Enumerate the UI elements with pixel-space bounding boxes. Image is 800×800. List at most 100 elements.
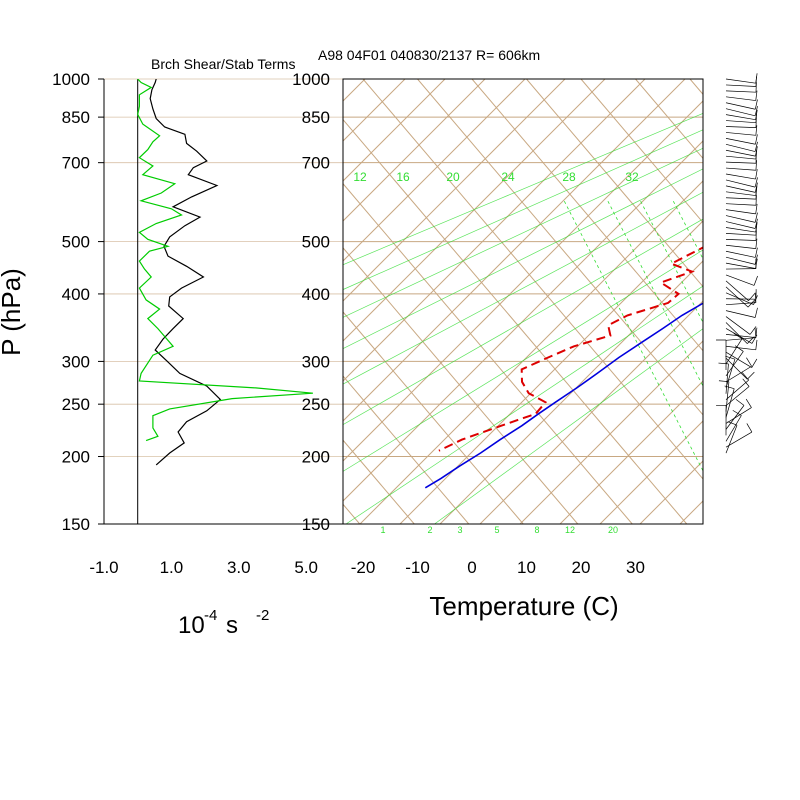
isotherm-line bbox=[417, 79, 703, 416]
wind-barb-staff bbox=[725, 179, 756, 188]
wind-barb-staff bbox=[725, 407, 752, 424]
temperature-axis-label: Temperature (C) bbox=[429, 591, 618, 621]
wind-barb-staff bbox=[725, 143, 756, 152]
wind-barb-flag bbox=[746, 423, 753, 433]
isotherm-line bbox=[0, 79, 251, 524]
wind-barb-staff bbox=[725, 244, 756, 249]
wind-barb-staff bbox=[725, 365, 752, 383]
wind-barb-flag bbox=[755, 90, 758, 101]
wind-barb-staff bbox=[725, 338, 743, 365]
left-y-tick-label: 400 bbox=[62, 285, 90, 304]
wind-barb-flag bbox=[755, 134, 758, 145]
wind-barb-flag bbox=[734, 345, 744, 352]
wind-barb-staff bbox=[725, 337, 756, 341]
moist-adiabat-line bbox=[434, 328, 703, 524]
wind-barbs bbox=[716, 73, 758, 454]
dry-adiabat-line bbox=[343, 79, 486, 222]
wind-barb-flag bbox=[755, 160, 757, 171]
wind-barb-staff bbox=[725, 191, 756, 196]
skewt-y-tick-label: 250 bbox=[302, 395, 330, 414]
dry-adiabat-line bbox=[343, 79, 566, 302]
wind-barb-staff bbox=[725, 102, 756, 110]
wind-barb-staff bbox=[725, 345, 756, 351]
wind-barb-staff bbox=[725, 227, 756, 233]
moist-adiabat-line bbox=[343, 113, 703, 266]
units-second: s bbox=[226, 612, 238, 639]
wind-barb-flag bbox=[755, 238, 758, 249]
left-y-tick-label: 300 bbox=[62, 352, 90, 371]
wind-barb-flag bbox=[741, 372, 749, 381]
wind-barb-staff bbox=[725, 334, 756, 338]
skewt-frame bbox=[342, 78, 704, 525]
wind-barb-staff bbox=[725, 96, 756, 101]
mixing-ratio-label: 28 bbox=[562, 170, 576, 184]
wind-barb-staff bbox=[725, 316, 751, 335]
wind-barb-staff bbox=[725, 167, 756, 171]
left-x-tick-label: 3.0 bbox=[227, 558, 251, 577]
mixing-ratio-label: 32 bbox=[625, 170, 639, 184]
wind-barb-staff bbox=[725, 126, 756, 128]
wind-barb-staff bbox=[725, 431, 753, 448]
wind-barb-flag bbox=[755, 169, 758, 180]
skewt-panel: 12 16 20 24 28 321 2 3 5 8 12 201502002503004005007… bbox=[0, 70, 704, 577]
temperature-tick-label: -20 bbox=[351, 558, 376, 577]
moist-adiabat-line bbox=[343, 191, 703, 385]
mixing-ratio-label: 16 bbox=[396, 170, 410, 184]
moist-adiabat-line bbox=[343, 129, 703, 290]
wind-barb-staff bbox=[725, 357, 748, 380]
mixing-ratio-bottom-label: 8 bbox=[534, 525, 539, 535]
dry-adiabat-line bbox=[343, 79, 686, 422]
skewt-y-tick-label: 300 bbox=[302, 352, 330, 371]
isotherm-line bbox=[526, 79, 703, 288]
wind-barb-staff bbox=[725, 120, 756, 124]
wind-barb-flag bbox=[733, 333, 743, 340]
wind-barb-flag bbox=[755, 203, 758, 214]
skewt-y-tick-label: 400 bbox=[302, 285, 330, 304]
dry-adiabat-line bbox=[479, 300, 703, 524]
isotherm-line bbox=[580, 79, 703, 224]
wind-barb-flag bbox=[755, 247, 758, 258]
wind-barb-flag bbox=[754, 307, 758, 318]
wind-barb-flag bbox=[745, 398, 752, 408]
left-y-tick-label: 1000 bbox=[52, 70, 90, 89]
temperature-tick-label: 30 bbox=[626, 558, 645, 577]
wind-barb-staff bbox=[725, 203, 756, 206]
dry-adiabat-line bbox=[343, 79, 646, 382]
wind-barb-staff bbox=[725, 185, 756, 193]
isotherm-line bbox=[689, 79, 703, 96]
isotherm-line bbox=[362, 79, 703, 480]
skewt-y-tick-label: 150 bbox=[302, 515, 330, 534]
isotherm-line bbox=[343, 182, 633, 524]
stability-term-line bbox=[137, 79, 313, 442]
wind-barb-staff bbox=[725, 197, 756, 200]
mixing-ratio-label: 24 bbox=[501, 170, 515, 184]
wind-barb-staff bbox=[725, 379, 749, 400]
left-y-tick-label: 850 bbox=[62, 108, 90, 127]
wind-barb-staff bbox=[725, 114, 756, 121]
isotherm-line bbox=[0, 79, 305, 524]
wind-barb-flag bbox=[735, 399, 745, 406]
wind-barb-flag bbox=[754, 106, 758, 116]
left-x-tick-label: -1.0 bbox=[89, 558, 118, 577]
skewt-y-tick-label: 500 bbox=[302, 233, 330, 252]
wind-barb-staff bbox=[725, 84, 756, 87]
mixing-ratio-bottom-label: 3 bbox=[457, 525, 462, 535]
left-x-tick-label: 1.0 bbox=[160, 558, 184, 577]
temperature-tick-label: 20 bbox=[572, 558, 591, 577]
left-y-tick-label: 200 bbox=[62, 448, 90, 467]
dry-adiabat-line bbox=[559, 380, 703, 524]
wind-barb-staff bbox=[725, 161, 756, 164]
wind-barb-staff bbox=[725, 173, 756, 180]
dry-adiabat-line bbox=[343, 79, 606, 342]
wind-barb-flag bbox=[724, 385, 735, 389]
mixing-ratio-label: 20 bbox=[446, 170, 460, 184]
isotherm-line bbox=[635, 79, 703, 160]
dry-adiabat-line bbox=[343, 100, 703, 462]
temperature-tick-label: 10 bbox=[517, 558, 536, 577]
wind-barb-flag bbox=[727, 421, 738, 426]
wind-barb-staff bbox=[725, 238, 756, 241]
isotherm-line bbox=[343, 247, 579, 524]
mixing-ratio-line bbox=[606, 198, 703, 387]
wind-barb-staff bbox=[725, 256, 756, 265]
